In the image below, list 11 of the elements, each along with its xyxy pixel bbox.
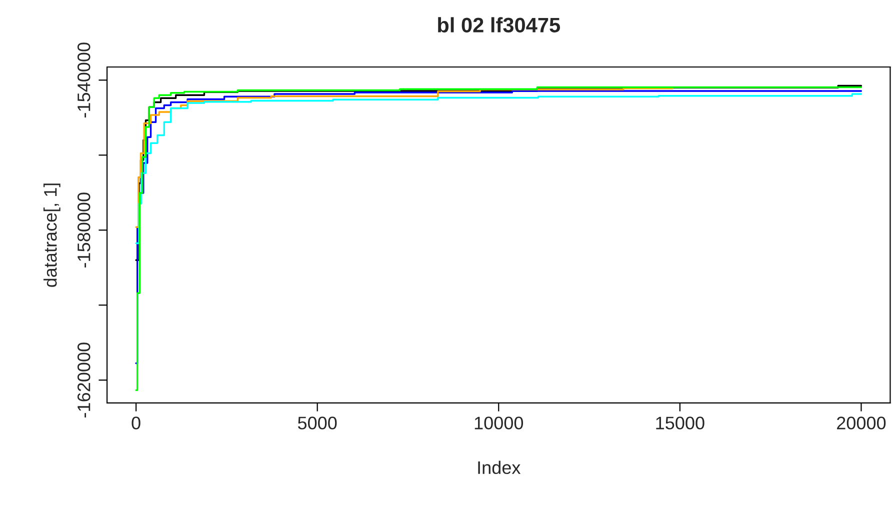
chart-title: bl 02 lf30475	[438, 17, 560, 33]
x-tick-label: 5000	[298, 416, 337, 430]
x-tick-label: 15000	[656, 416, 704, 430]
y-tick-label: -1580000	[77, 192, 90, 268]
x-tick-label: 0	[132, 416, 140, 430]
x-tick-label: 20000	[837, 416, 886, 430]
y-axis-title: datatrace[, 1]	[44, 184, 60, 287]
x-tick-label: 10000	[474, 416, 524, 430]
y-tick-label: -1540000	[77, 42, 90, 118]
x-axis-title: Index	[478, 460, 521, 474]
y-tick-label: -1620000	[77, 342, 90, 418]
